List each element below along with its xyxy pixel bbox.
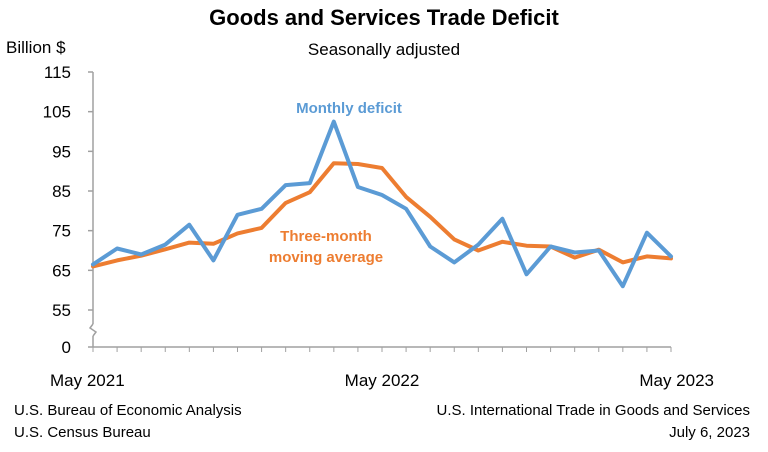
monthly-deficit-line — [91, 119, 673, 289]
axes — [88, 71, 672, 352]
y-tick-label: 95 — [52, 142, 71, 161]
source-bea: U.S. Bureau of Economic Analysis — [14, 402, 242, 419]
y-tick-label: 75 — [52, 222, 71, 241]
y-tick-label: 105 — [43, 103, 71, 122]
y-tick-label: 115 — [44, 63, 71, 82]
moving-average-line — [91, 161, 673, 269]
release-date: July 6, 2023 — [669, 424, 750, 441]
y-tick-labels: 0 55 65 75 85 95 105 115 — [43, 63, 71, 357]
chart-subtitle: Seasonally adjusted — [307, 40, 461, 59]
moving-average-label-line2: moving average — [269, 249, 383, 266]
x-tick-label: May 2023 — [639, 371, 714, 390]
x-tick-label: May 2021 — [50, 371, 125, 390]
y-tick-label: 0 — [62, 338, 71, 357]
x-tick-label: May 2022 — [345, 371, 420, 390]
moving-average-label-line1: Three-month — [280, 228, 372, 245]
source-census: U.S. Census Bureau — [14, 424, 151, 441]
y-axis-break — [88, 323, 98, 337]
release-name: U.S. International Trade in Goods and Se… — [436, 402, 750, 419]
release-footer: U.S. International Trade in Goods and Se… — [436, 400, 750, 444]
y-axis-label: Billion $ — [6, 38, 66, 57]
chart-title: Goods and Services Trade Deficit — [209, 5, 559, 30]
x-tick-labels: May 2021 May 2022 May 2023 — [50, 371, 714, 390]
monthly-deficit-label: Monthly deficit — [296, 100, 402, 117]
source-footer: U.S. Bureau of Economic Analysis U.S. Ce… — [14, 400, 242, 444]
series-lines — [91, 119, 673, 289]
y-tick-label: 85 — [52, 182, 71, 201]
y-tick-label: 55 — [52, 301, 71, 320]
y-tick-label: 65 — [52, 261, 71, 280]
